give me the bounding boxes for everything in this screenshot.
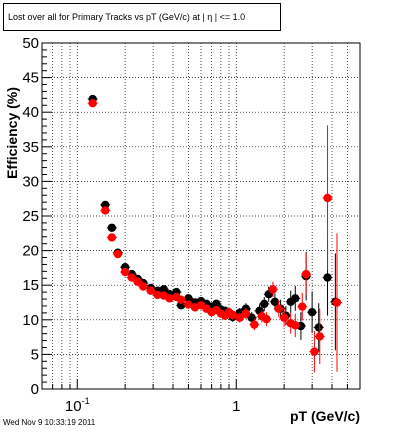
data-point (235, 313, 244, 322)
data-point (262, 314, 271, 324)
y-tick-label: 30 (22, 173, 39, 190)
data-point (268, 285, 278, 294)
data-point (139, 282, 148, 291)
data-point (291, 294, 300, 303)
y-tick-label: 5 (31, 346, 39, 363)
y-tick-label: 10 (22, 312, 39, 329)
data-point (113, 249, 123, 259)
data-point (323, 273, 332, 282)
series-layer (87, 94, 342, 373)
data-point (310, 347, 319, 356)
data-point (314, 323, 323, 332)
series-red (87, 99, 342, 373)
data-point (323, 193, 332, 203)
y-tick-label: 15 (22, 277, 39, 294)
data-point (298, 302, 307, 311)
data-point (101, 206, 110, 215)
data-point (291, 321, 300, 330)
y-tick-label: 0 (31, 381, 39, 398)
grid-layer (41, 43, 361, 389)
data-point (184, 294, 193, 303)
data-point (146, 286, 155, 295)
chart-title: Lost over all for Primary Tracks vs pT (… (3, 3, 281, 31)
data-point (260, 299, 269, 309)
data-point (107, 223, 117, 232)
y-tick-label: 40 (22, 104, 39, 121)
data-point (184, 300, 193, 309)
y-tick-label: 45 (22, 70, 39, 87)
x-tick-label: 1 (232, 398, 240, 415)
data-point (228, 310, 237, 320)
data-point (315, 332, 324, 341)
y-tick-label: 35 (22, 139, 39, 156)
data-point (120, 267, 130, 277)
data-point (307, 307, 317, 317)
data-point (301, 269, 311, 279)
data-point (159, 285, 168, 294)
x-tick-label: 10-1 (65, 396, 90, 415)
data-point (133, 277, 142, 286)
x-axis-title: pT (GeV/c) (290, 408, 360, 424)
data-point (279, 313, 289, 322)
data-point (107, 233, 117, 242)
y-tick-label: 25 (22, 208, 39, 225)
data-point (332, 298, 342, 307)
data-point (127, 273, 136, 282)
timestamp-footer: Wed Nov 9 10:33:19 2011 (3, 418, 96, 427)
data-point (241, 309, 251, 318)
data-point (165, 294, 174, 303)
data-point (88, 99, 97, 108)
y-tick-label: 20 (22, 243, 39, 260)
data-point (250, 320, 259, 329)
data-point (274, 304, 283, 313)
data-point (153, 290, 162, 300)
y-tick-label: 50 (22, 35, 39, 52)
y-axis-title: Efficiency (%) (4, 87, 20, 179)
data-point (176, 295, 186, 304)
data-point (270, 297, 280, 307)
